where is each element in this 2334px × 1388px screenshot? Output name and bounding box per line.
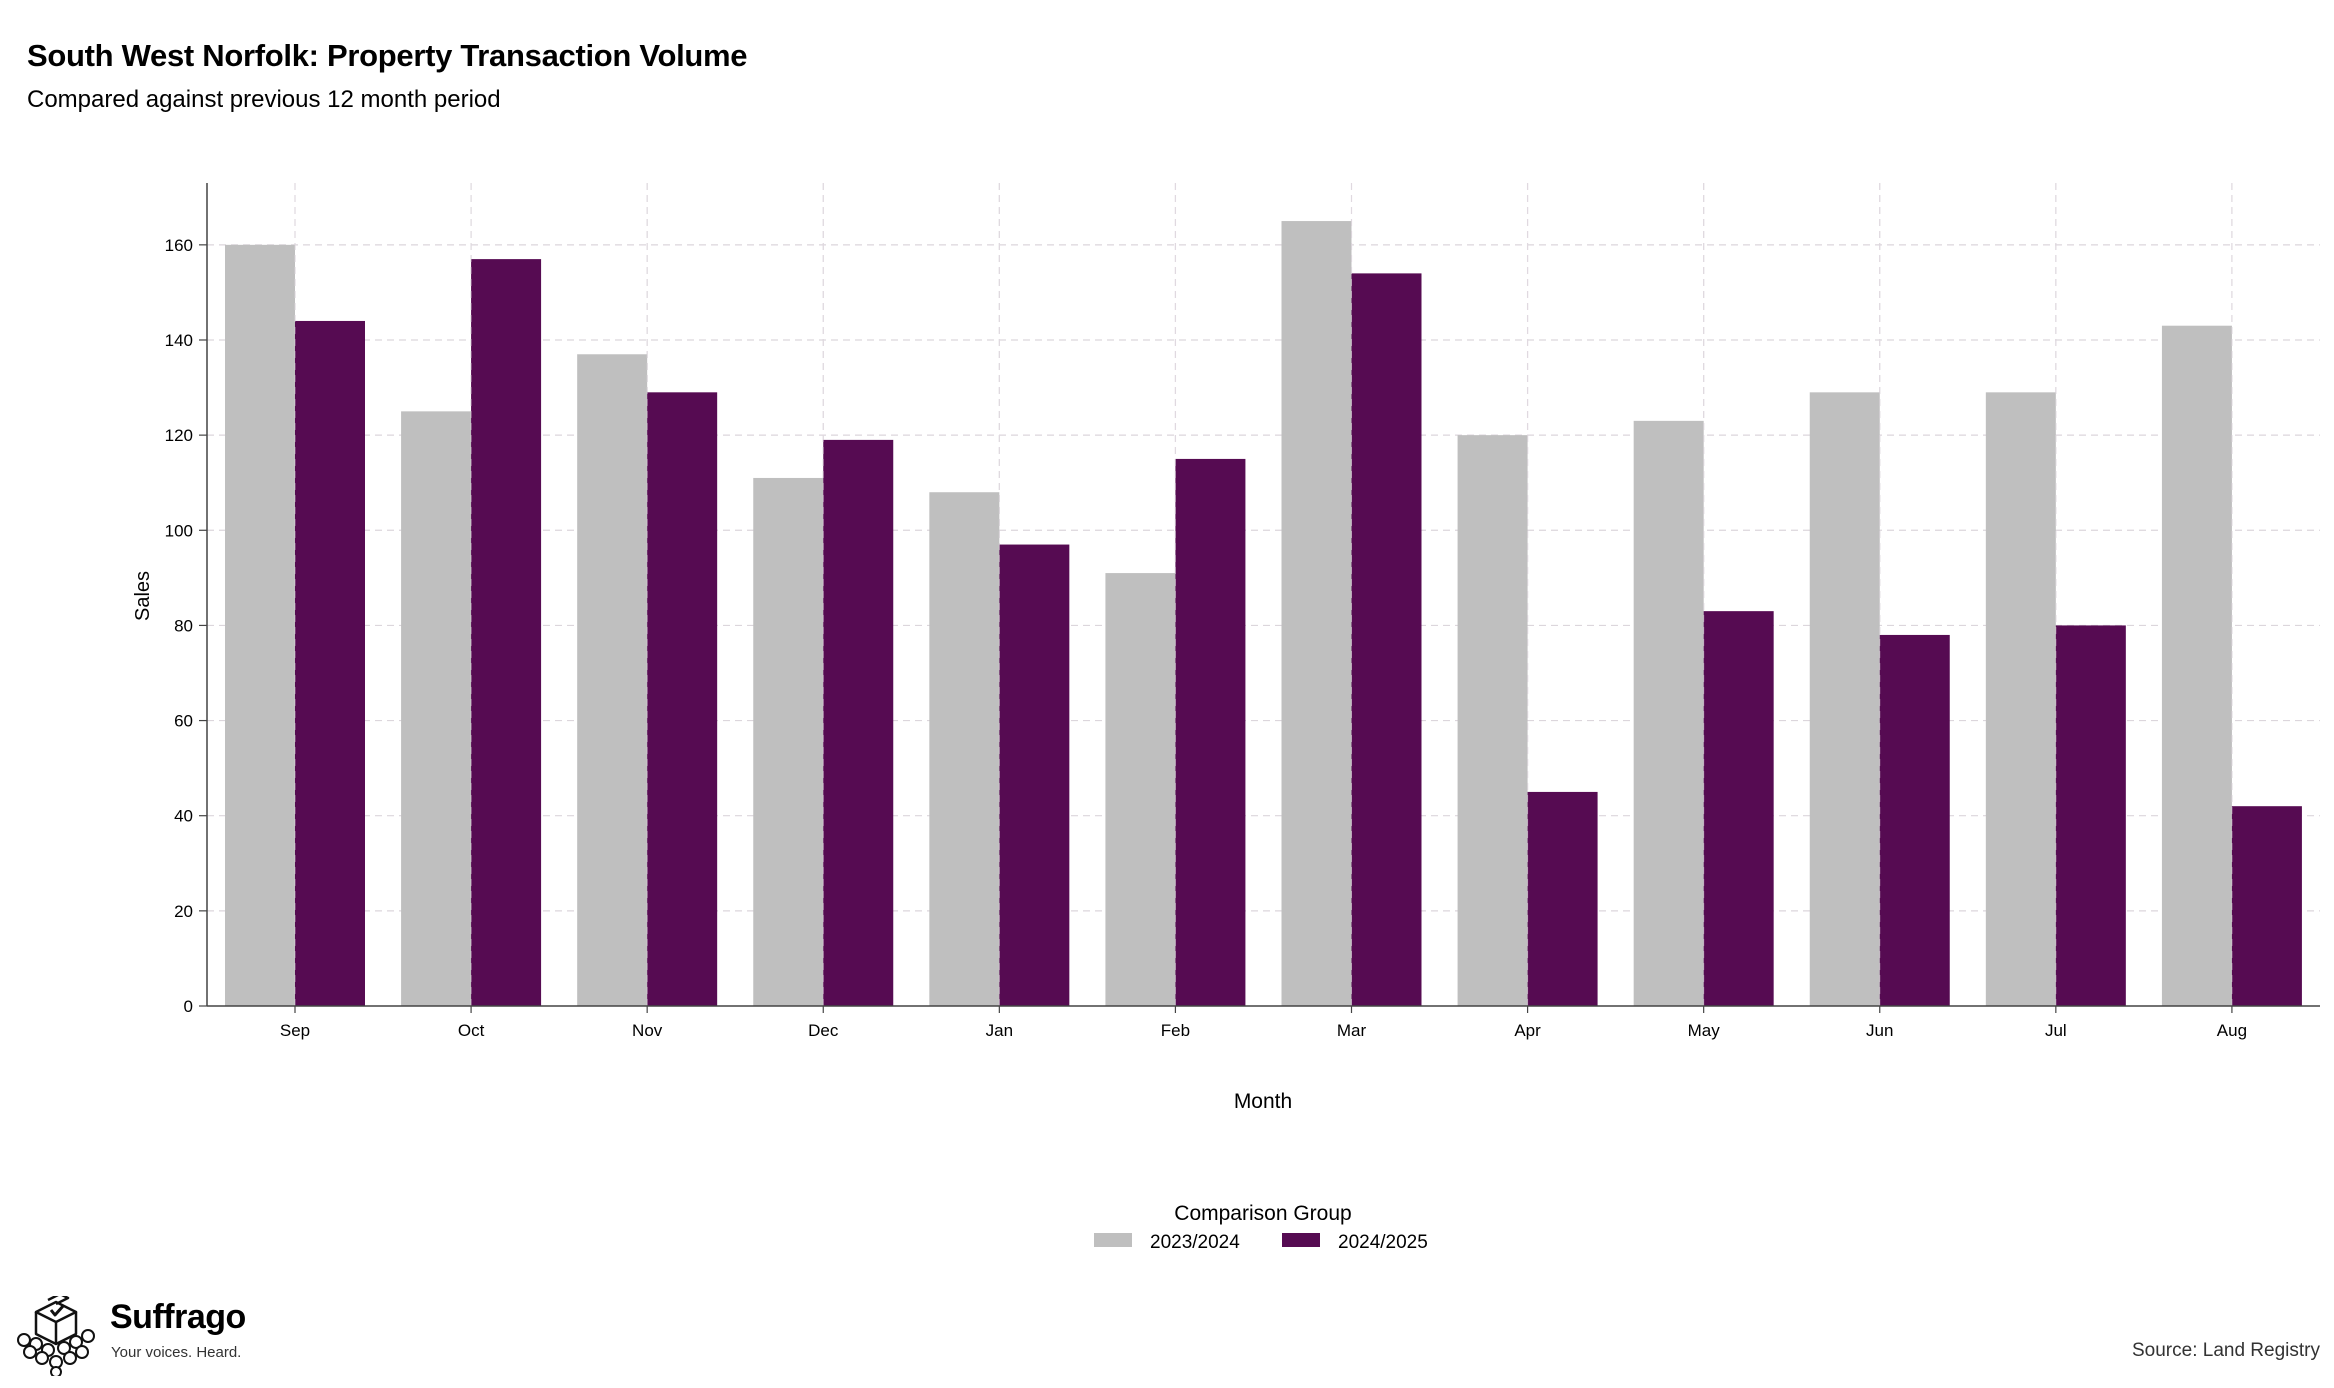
bar-may-2023-2024 bbox=[1633, 420, 1704, 1006]
bar-jan-2024-2025 bbox=[999, 544, 1070, 1006]
x-tick-label: Aug bbox=[2217, 1021, 2247, 1040]
legend-label-2023-2024: 2023/2024 bbox=[1150, 1232, 1240, 1253]
legend-label-2024-2025: 2024/2025 bbox=[1338, 1232, 1428, 1253]
bar-apr-2024-2025 bbox=[1527, 791, 1598, 1006]
y-tick-label: 160 bbox=[165, 236, 193, 255]
legend-title: Comparison Group bbox=[1174, 1202, 1351, 1225]
bar-nov-2024-2025 bbox=[647, 392, 718, 1006]
x-tick-label: Dec bbox=[808, 1021, 839, 1040]
y-tick-label: 40 bbox=[174, 807, 193, 826]
bar-sep-2024-2025 bbox=[295, 320, 365, 1006]
bar-nov-2023-2024 bbox=[577, 354, 648, 1006]
brand-logo: Suffrago Your voices. Heard. bbox=[14, 1296, 274, 1376]
y-tick-label: 80 bbox=[174, 616, 193, 635]
legend-swatch-2024-2025 bbox=[1282, 1233, 1320, 1247]
bar-sep-2023-2024 bbox=[225, 244, 295, 1006]
bar-oct-2023-2024 bbox=[401, 411, 472, 1007]
y-tick-label: 0 bbox=[184, 997, 193, 1016]
bar-jun-2023-2024 bbox=[1809, 392, 1880, 1006]
y-tick-label: 140 bbox=[165, 331, 193, 350]
bar-aug-2023-2024 bbox=[2161, 325, 2232, 1006]
bar-oct-2024-2025 bbox=[471, 259, 542, 1006]
x-tick-label: Jun bbox=[1866, 1021, 1893, 1040]
y-tick-label: 120 bbox=[165, 426, 193, 445]
x-tick-label: Nov bbox=[632, 1021, 663, 1040]
y-tick-label: 100 bbox=[165, 521, 193, 540]
bar-jun-2024-2025 bbox=[1879, 634, 1950, 1006]
bar-jan-2023-2024 bbox=[929, 492, 1000, 1006]
chart-title: South West Norfolk: Property Transaction… bbox=[27, 38, 748, 73]
brand-name: Suffrago bbox=[110, 1298, 246, 1336]
axes bbox=[206, 183, 2320, 1007]
y-axis-label: Sales bbox=[132, 571, 154, 621]
ballot-box-icon bbox=[17, 1296, 95, 1376]
chart-subtitle: Compared against previous 12 month perio… bbox=[27, 86, 501, 113]
x-tick-label: Mar bbox=[1337, 1021, 1367, 1040]
legend-swatch-2023-2024 bbox=[1094, 1233, 1132, 1247]
x-tick-label: Apr bbox=[1514, 1021, 1541, 1040]
x-tick-label: Jan bbox=[986, 1021, 1013, 1040]
bar-mar-2023-2024 bbox=[1281, 221, 1352, 1006]
y-tick-label: 20 bbox=[174, 902, 193, 921]
bar-may-2024-2025 bbox=[1703, 611, 1774, 1006]
bar-dec-2023-2024 bbox=[753, 477, 824, 1006]
bar-feb-2023-2024 bbox=[1105, 573, 1176, 1006]
y-tick-label: 60 bbox=[174, 712, 193, 731]
x-tick-labels: Sep Oct Nov Dec Jan Feb Mar Apr May Jun Jul Aug bbox=[280, 1006, 2247, 1040]
bar-feb-2024-2025 bbox=[1175, 458, 1246, 1006]
source-note: Source: Land Registry bbox=[2132, 1340, 2320, 1361]
x-tick-label: May bbox=[1688, 1021, 1721, 1040]
brand-tagline: Your voices. Heard. bbox=[111, 1344, 242, 1361]
bar-apr-2023-2024 bbox=[1457, 435, 1528, 1006]
bar-aug-2024-2025 bbox=[2231, 806, 2302, 1006]
y-tick-labels: 0 20 40 60 80 100 120 140 160 bbox=[165, 236, 207, 1016]
bars bbox=[225, 183, 2302, 1007]
x-tick-label: Sep bbox=[280, 1021, 310, 1040]
x-axis-label: Month bbox=[1234, 1090, 1292, 1113]
legend: Comparison Group 2023/2024 2024/2025 bbox=[1094, 1202, 1428, 1253]
x-tick-label: Jul bbox=[2045, 1021, 2067, 1040]
bar-mar-2024-2025 bbox=[1351, 273, 1422, 1006]
bar-jul-2024-2025 bbox=[2055, 625, 2126, 1006]
bar-dec-2024-2025 bbox=[823, 439, 894, 1007]
x-tick-label: Oct bbox=[458, 1021, 485, 1040]
bar-jul-2023-2024 bbox=[1985, 392, 2056, 1006]
x-tick-label: Feb bbox=[1161, 1021, 1190, 1040]
